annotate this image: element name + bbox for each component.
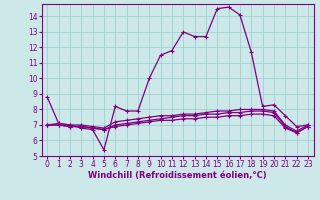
X-axis label: Windchill (Refroidissement éolien,°C): Windchill (Refroidissement éolien,°C) — [88, 171, 267, 180]
